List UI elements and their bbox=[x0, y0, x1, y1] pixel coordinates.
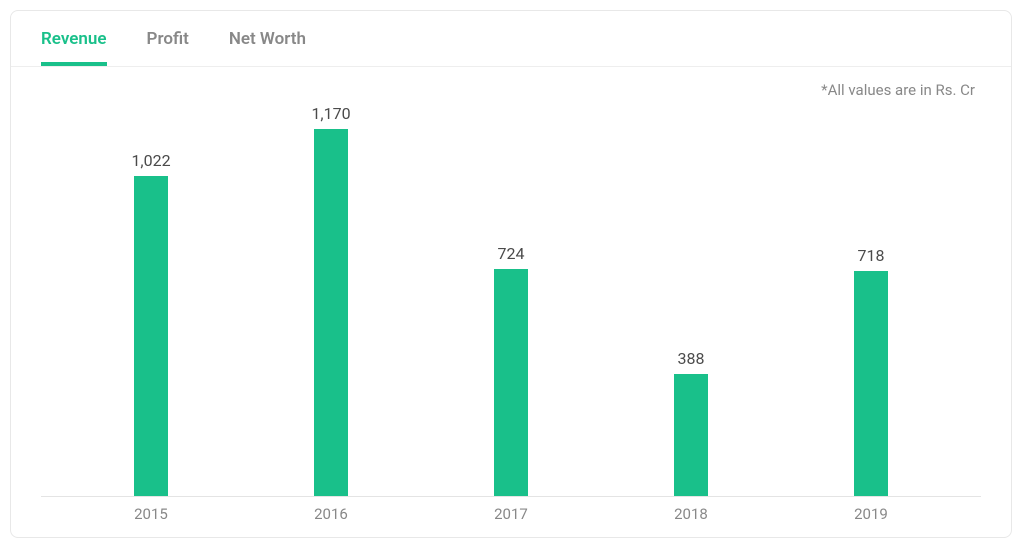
x-tick-label: 2018 bbox=[631, 505, 751, 523]
bar-value-label: 1,170 bbox=[311, 104, 350, 123]
bar-column: 1,170 bbox=[271, 104, 391, 496]
chart-area: *All values are in Rs. Cr 1,022 1,170 724 3… bbox=[11, 67, 1011, 537]
bar bbox=[134, 176, 168, 496]
bar-column: 724 bbox=[451, 244, 571, 496]
chart-note: *All values are in Rs. Cr bbox=[821, 81, 975, 99]
bar-value-label: 724 bbox=[498, 244, 525, 263]
bar-value-label: 388 bbox=[678, 349, 705, 368]
chart-card: Revenue Profit Net Worth *All values are… bbox=[10, 10, 1012, 538]
bar bbox=[674, 374, 708, 496]
bar-column: 388 bbox=[631, 349, 751, 496]
bar-column: 1,022 bbox=[91, 151, 211, 496]
bar-value-label: 1,022 bbox=[131, 151, 170, 170]
x-tick-label: 2015 bbox=[91, 505, 211, 523]
x-axis: 2015 2016 2017 2018 2019 bbox=[41, 497, 981, 523]
x-tick-label: 2019 bbox=[811, 505, 931, 523]
tab-revenue[interactable]: Revenue bbox=[41, 11, 107, 66]
bar bbox=[854, 271, 888, 496]
tab-profit[interactable]: Profit bbox=[147, 11, 189, 66]
bar bbox=[494, 269, 528, 496]
bar bbox=[314, 129, 348, 496]
bar-value-label: 718 bbox=[858, 246, 885, 265]
bar-column: 718 bbox=[811, 246, 931, 496]
tabs-bar: Revenue Profit Net Worth bbox=[11, 11, 1011, 67]
x-tick-label: 2016 bbox=[271, 505, 391, 523]
tab-networth[interactable]: Net Worth bbox=[229, 11, 306, 66]
bar-plot: 1,0221,170724388718 bbox=[41, 121, 981, 497]
x-tick-label: 2017 bbox=[451, 505, 571, 523]
